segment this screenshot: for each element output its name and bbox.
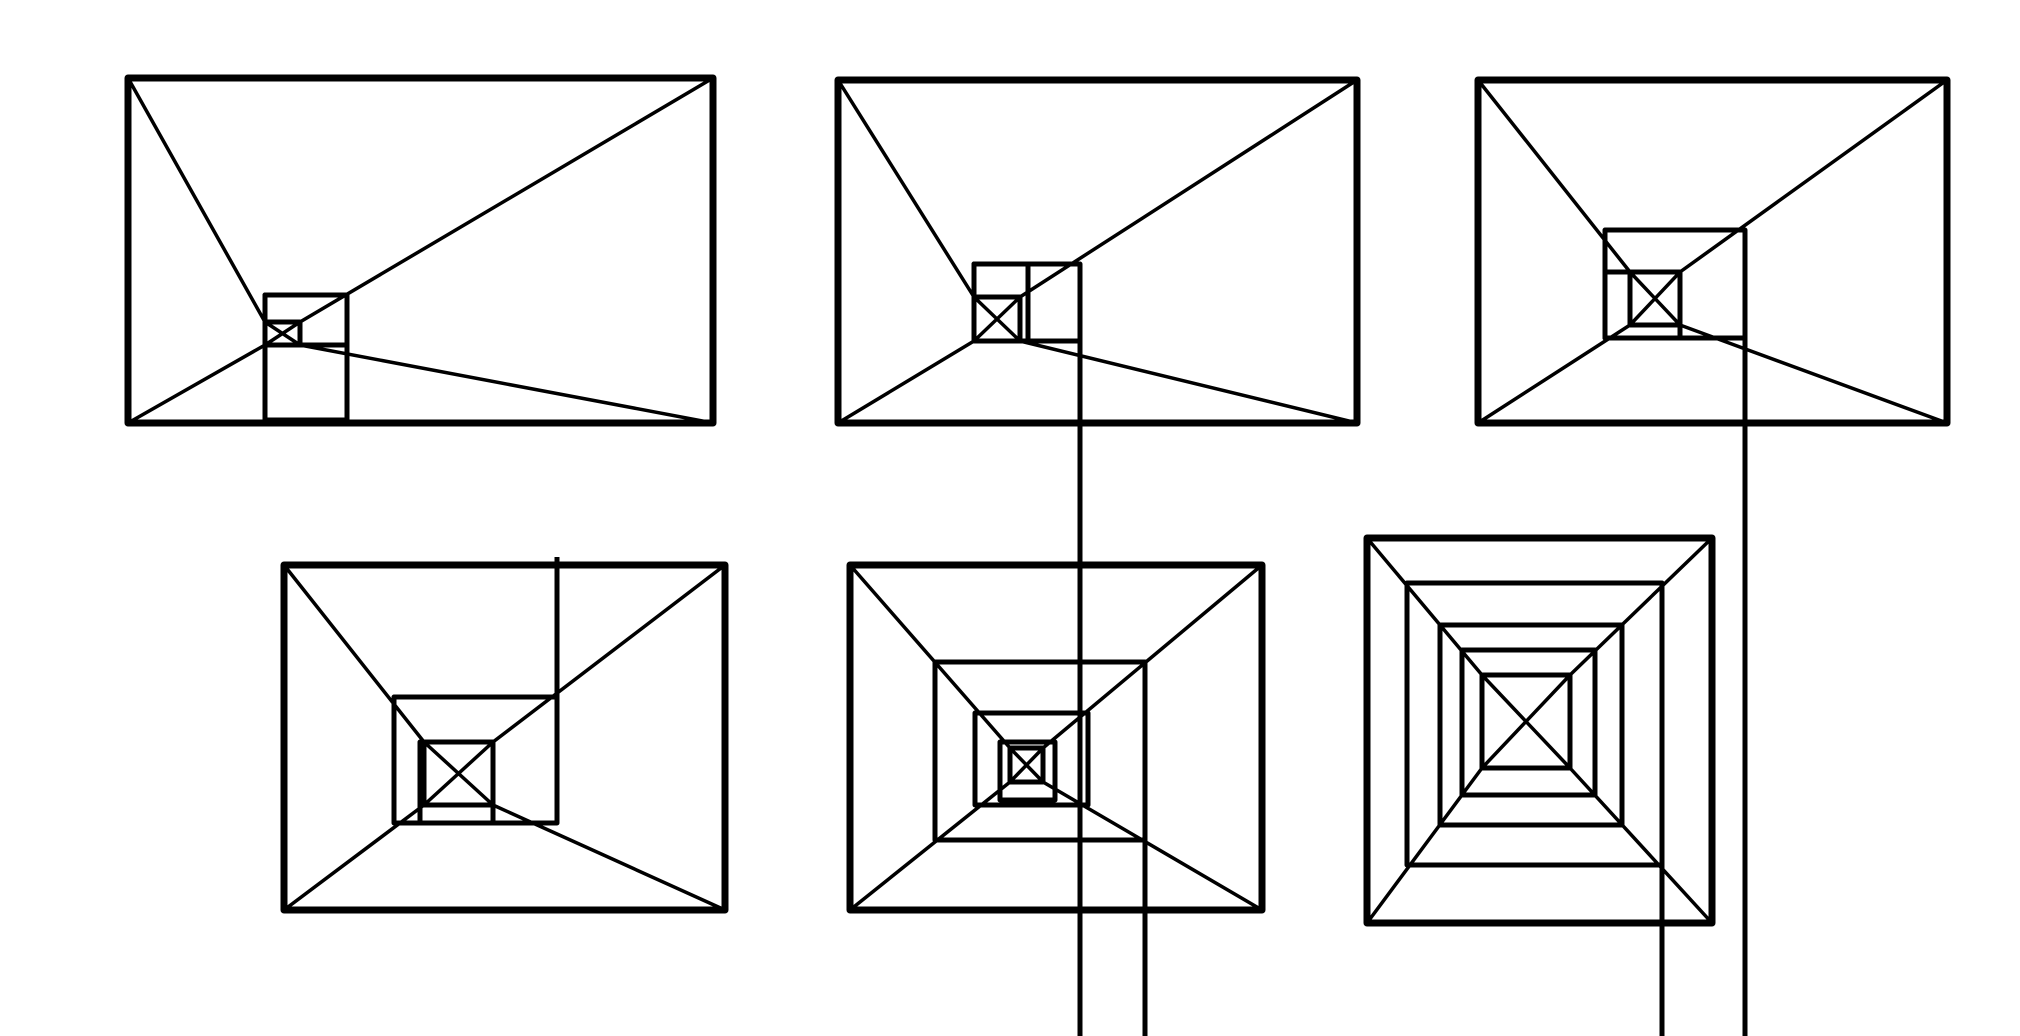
panel-3-diagonal-2 — [1680, 80, 1947, 272]
panel-4 — [284, 557, 725, 910]
panel-1-nested-rect-1 — [265, 295, 347, 420]
panel-6-diagonal-3 — [1367, 768, 1482, 923]
panel-1-diagonal-4 — [300, 345, 713, 423]
panel-5-diagonal-2 — [1043, 565, 1262, 748]
panel-5 — [850, 565, 1262, 1036]
panel-6-diagonal-2 — [1570, 538, 1712, 675]
panel-6-diagonal-1 — [1367, 538, 1482, 675]
panel-1-diagonal-3 — [128, 345, 265, 423]
panel-1-diagonal-1 — [128, 78, 265, 322]
panel-5-diagonal-4 — [1043, 782, 1262, 910]
panel-1 — [128, 78, 713, 423]
panel-6-diagonal-4 — [1570, 768, 1712, 923]
panel-2-diagonal-3 — [838, 341, 974, 423]
panel-1-diagonal-2 — [300, 78, 713, 322]
panel-4-diagonal-1 — [284, 565, 424, 742]
panel-5-diagonal-3 — [850, 782, 1010, 910]
panels-group — [128, 78, 1947, 1036]
panel-2-diagonal-4 — [1020, 341, 1357, 423]
panel-6 — [1367, 538, 1712, 1036]
panel-2-diagonal-1 — [838, 80, 974, 297]
panel-4-diagonal-2 — [493, 565, 725, 742]
panel-2 — [838, 80, 1357, 1036]
panel-5-diagonal-1 — [850, 565, 1010, 748]
